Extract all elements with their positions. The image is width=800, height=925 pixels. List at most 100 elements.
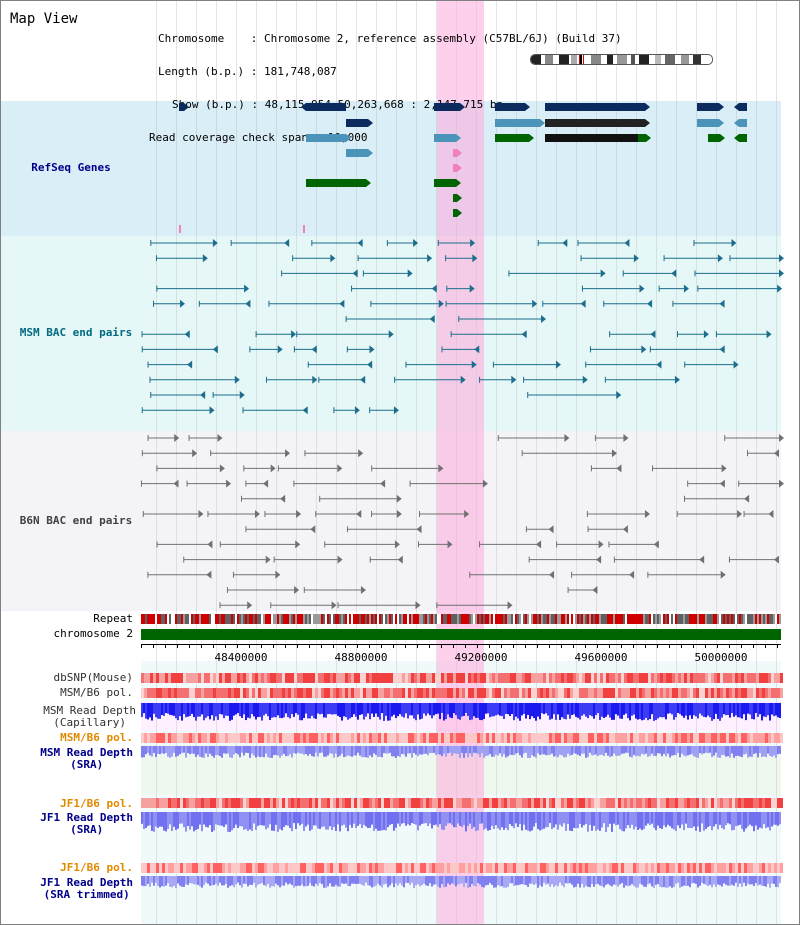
depth-bar[interactable]	[641, 746, 643, 754]
heat-cell[interactable]	[684, 688, 687, 698]
heat-cell[interactable]	[180, 688, 183, 698]
heat-cell[interactable]	[336, 673, 339, 683]
depth-bar[interactable]	[543, 703, 545, 715]
bac-end-arrow[interactable]	[633, 254, 639, 263]
heat-cell[interactable]	[732, 688, 735, 698]
heat-cell[interactable]	[651, 688, 654, 698]
depth-bar[interactable]	[761, 703, 763, 721]
heat-cell[interactable]	[669, 863, 672, 873]
heat-cell[interactable]	[744, 733, 747, 743]
depth-bar[interactable]	[739, 746, 741, 757]
heat-cell[interactable]	[753, 733, 756, 743]
heat-cell[interactable]	[210, 673, 213, 683]
heat-cell[interactable]	[474, 673, 477, 683]
gene-strand-arrow[interactable]	[734, 103, 739, 111]
depth-bar[interactable]	[179, 812, 181, 824]
depth-bar[interactable]	[377, 746, 379, 757]
depth-bar[interactable]	[683, 703, 685, 718]
depth-bar[interactable]	[621, 703, 623, 719]
depth-bar[interactable]	[377, 703, 379, 717]
heat-cell[interactable]	[543, 733, 546, 743]
heat-cell[interactable]	[711, 798, 714, 808]
depth-bar[interactable]	[267, 812, 269, 828]
bac-end-arrow[interactable]	[212, 239, 218, 247]
heat-cell[interactable]	[462, 798, 465, 808]
gene-strand-arrow[interactable]	[645, 119, 650, 127]
depth-bar[interactable]	[147, 746, 149, 753]
heat-cell[interactable]	[441, 673, 444, 683]
refseq-gene[interactable]	[545, 103, 645, 111]
depth-bar[interactable]	[371, 812, 373, 825]
depth-bar[interactable]	[699, 812, 701, 832]
heat-cell[interactable]	[717, 688, 720, 698]
depth-bar[interactable]	[431, 703, 433, 719]
depth-bar[interactable]	[349, 746, 351, 757]
bac-end-arrow[interactable]	[226, 479, 232, 488]
depth-bar[interactable]	[469, 812, 471, 824]
depth-bar[interactable]	[341, 812, 343, 826]
depth-bar[interactable]	[589, 746, 591, 753]
depth-bar[interactable]	[611, 812, 613, 832]
heat-cell[interactable]	[237, 688, 240, 698]
depth-bar[interactable]	[625, 746, 627, 753]
heat-cell[interactable]	[159, 798, 162, 808]
depth-bar[interactable]	[527, 876, 529, 887]
depth-bar[interactable]	[315, 703, 317, 719]
heat-cell[interactable]	[444, 733, 447, 743]
heat-cell[interactable]	[636, 798, 639, 808]
heat-cell[interactable]	[681, 798, 684, 808]
depth-bar[interactable]	[713, 812, 715, 827]
depth-bar[interactable]	[775, 746, 777, 758]
depth-bar[interactable]	[379, 746, 381, 757]
depth-bar[interactable]	[533, 703, 535, 719]
depth-bar[interactable]	[491, 812, 493, 826]
depth-bar[interactable]	[263, 746, 265, 758]
depth-bar[interactable]	[215, 703, 217, 717]
heat-cell[interactable]	[300, 863, 303, 873]
heat-cell[interactable]	[279, 673, 282, 683]
depth-bar[interactable]	[511, 812, 513, 827]
heat-cell[interactable]	[675, 673, 678, 683]
depth-bar[interactable]	[397, 876, 399, 886]
heat-cell[interactable]	[435, 863, 438, 873]
depth-bar[interactable]	[383, 876, 385, 885]
heat-cell[interactable]	[261, 688, 264, 698]
depth-bar[interactable]	[271, 876, 273, 887]
heat-cell[interactable]	[540, 863, 543, 873]
depth-bar[interactable]	[559, 812, 561, 825]
bac-end-arrow[interactable]	[779, 254, 784, 263]
heat-cell[interactable]	[369, 798, 372, 808]
heat-cell[interactable]	[618, 863, 621, 873]
depth-bar[interactable]	[149, 876, 151, 887]
depth-bar[interactable]	[391, 746, 393, 757]
depth-bar[interactable]	[141, 746, 143, 758]
heat-cell[interactable]	[402, 688, 405, 698]
depth-bar[interactable]	[389, 703, 391, 721]
depth-bar[interactable]	[759, 812, 761, 828]
bac-end-arrow[interactable]	[219, 464, 225, 473]
depth-bar[interactable]	[461, 703, 463, 717]
depth-bar[interactable]	[331, 812, 333, 831]
depth-bar[interactable]	[629, 812, 631, 829]
bac-end-arrow[interactable]	[472, 254, 478, 263]
heat-cell[interactable]	[468, 798, 471, 808]
heat-cell[interactable]	[552, 798, 555, 808]
depth-bar[interactable]	[259, 703, 261, 717]
heat-cell[interactable]	[375, 863, 378, 873]
heat-cell[interactable]	[144, 798, 147, 808]
depth-bar[interactable]	[711, 703, 713, 721]
depth-bar[interactable]	[441, 812, 443, 830]
depth-bar[interactable]	[725, 746, 727, 757]
depth-bar[interactable]	[249, 812, 251, 830]
bac-end-arrow[interactable]	[647, 299, 653, 308]
bac-end-arrow[interactable]	[275, 570, 281, 579]
depth-bar[interactable]	[633, 746, 635, 755]
heat-cell[interactable]	[558, 673, 561, 683]
heat-cell[interactable]	[777, 673, 780, 683]
heat-cell[interactable]	[324, 798, 327, 808]
depth-bar[interactable]	[309, 746, 311, 755]
depth-bar[interactable]	[413, 876, 415, 888]
heat-cell[interactable]	[657, 798, 660, 808]
heat-cell[interactable]	[396, 688, 399, 698]
